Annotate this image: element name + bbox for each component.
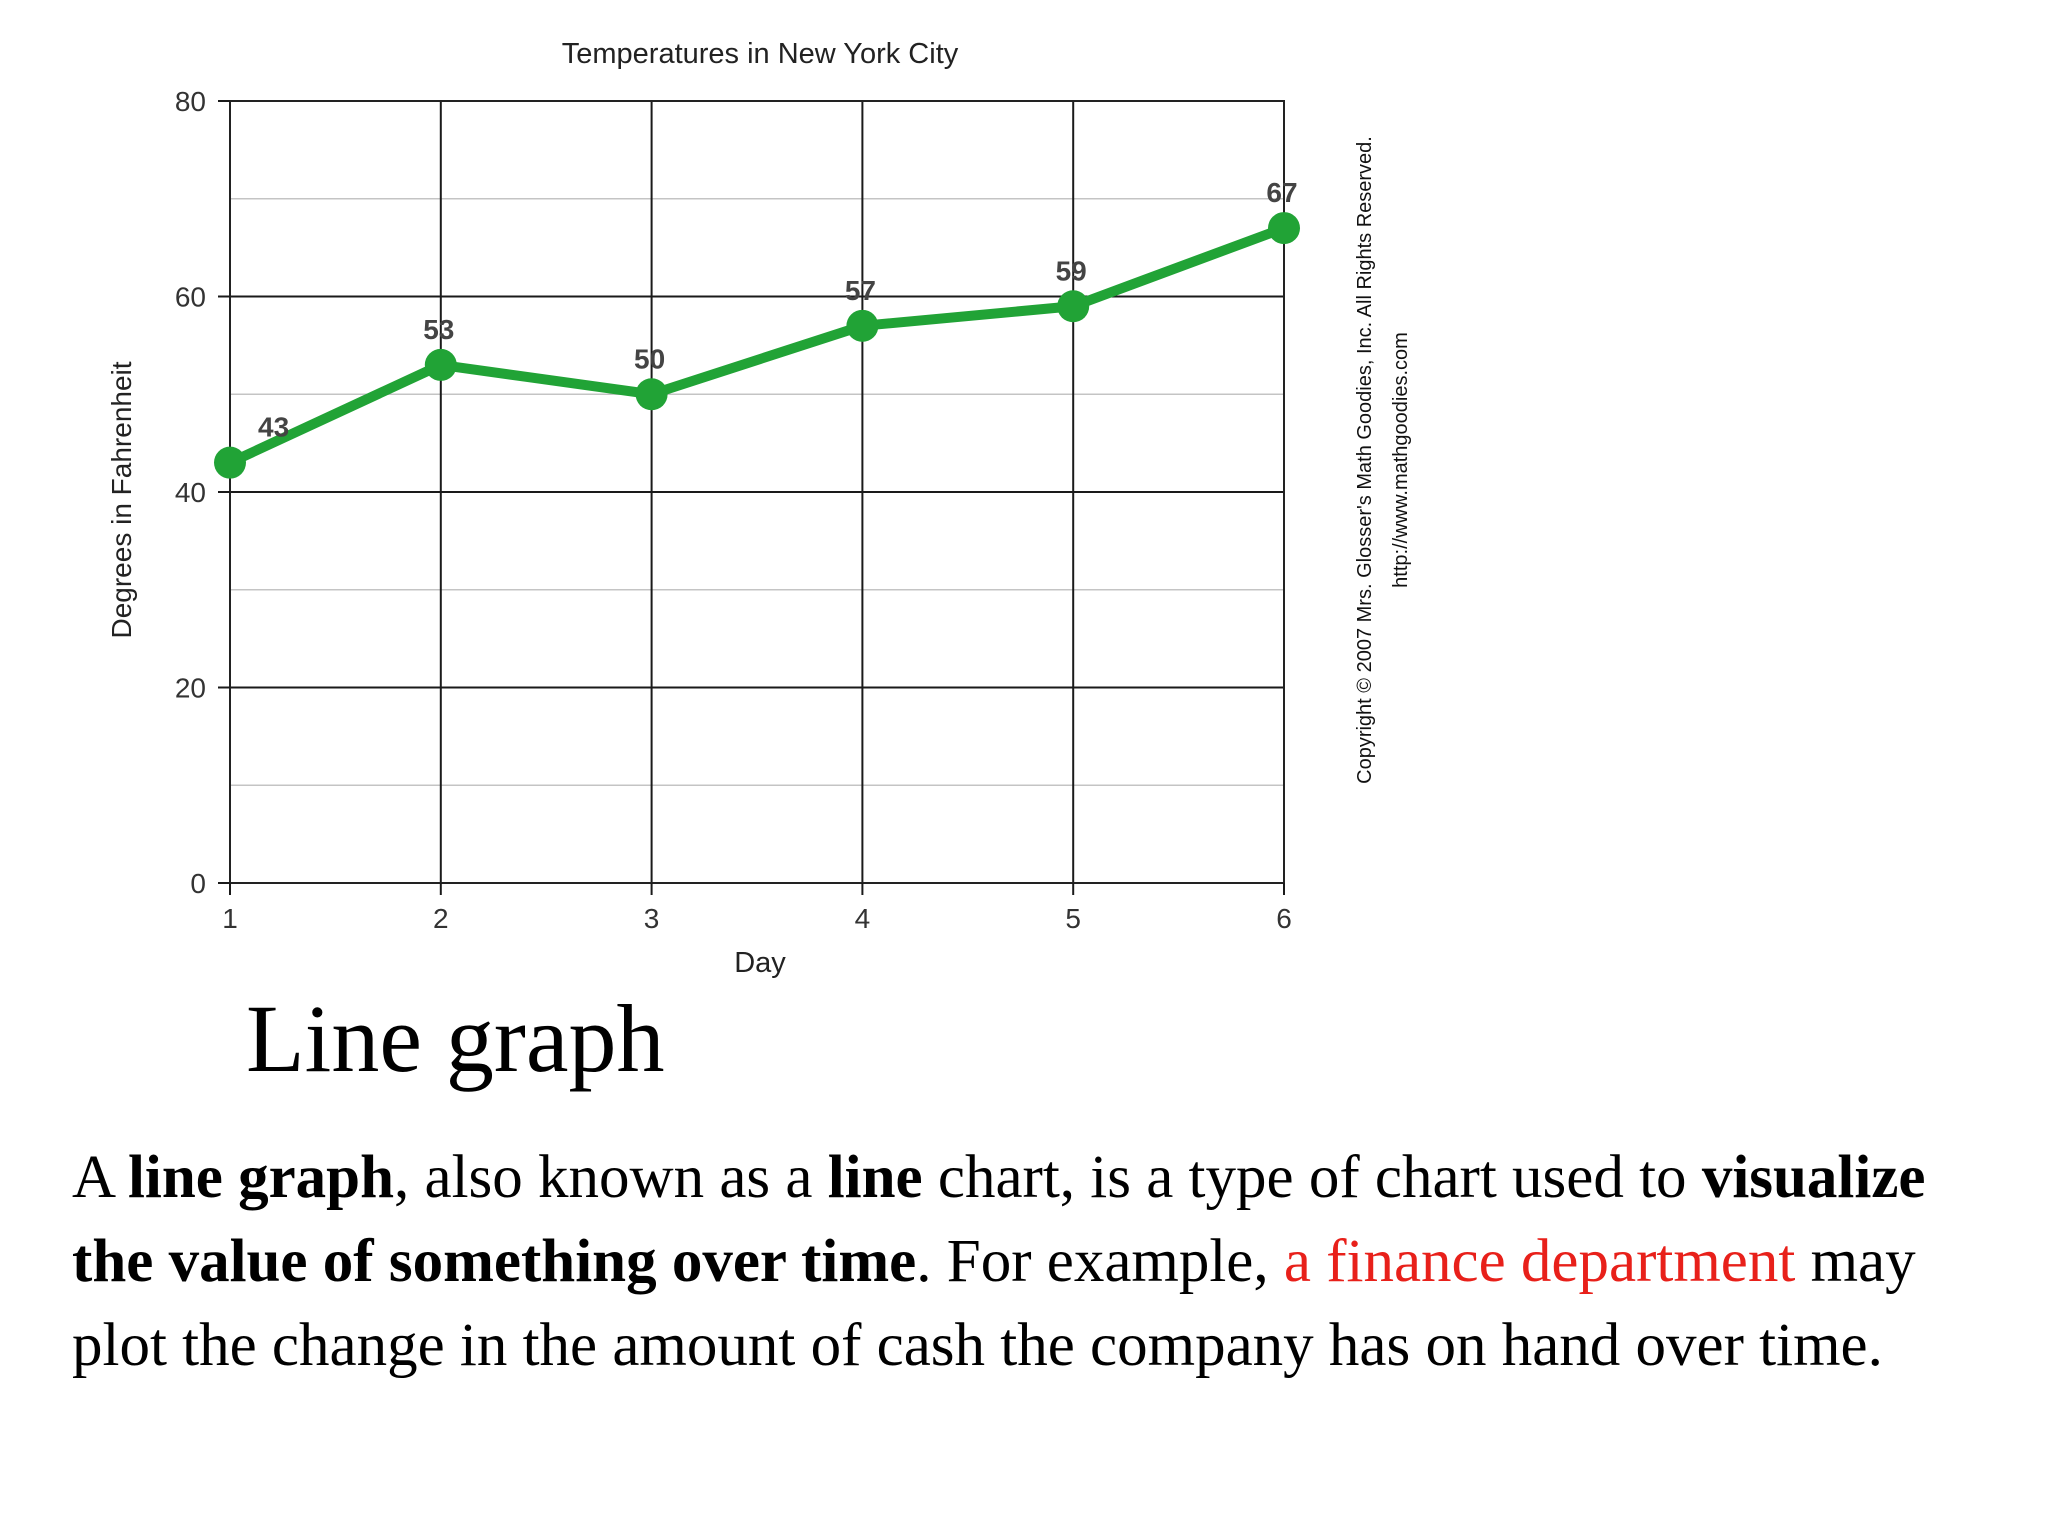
y-tick-label-0: 0 — [190, 868, 206, 899]
chart-title: Temperatures in New York City — [562, 38, 959, 70]
data-label-2: 53 — [423, 314, 454, 345]
data-point-2 — [424, 348, 457, 381]
body-bold-line: line — [827, 1144, 923, 1211]
data-point-4 — [846, 309, 879, 342]
x-tick-label-3: 3 — [644, 903, 660, 934]
body-highlight-finance: a finance department — [1283, 1228, 1796, 1295]
slide-heading: Line graph — [246, 985, 665, 1092]
x-tick-label-4: 4 — [855, 903, 871, 934]
line-chart: 0 20 40 60 80 1 2 3 4 5 6 43 53 50 57 59 67 Temperatur… — [106, 38, 1300, 979]
body-text-1: A — [72, 1144, 128, 1211]
body-text-4: . For example, — [916, 1228, 1284, 1295]
data-label-1: 43 — [258, 412, 289, 443]
y-axis: 0 20 40 60 80 — [175, 86, 230, 899]
data-point-3 — [635, 378, 668, 411]
body-text-3: chart, is a type of chart used to — [922, 1144, 1702, 1211]
copyright-text: Copyright © 2007 Mrs. Glosser's Math Goo… — [1354, 136, 1376, 784]
data-label-3: 50 — [634, 343, 665, 374]
x-tick-label-5: 5 — [1065, 903, 1081, 934]
y-tick-label-20: 20 — [175, 673, 206, 704]
data-label-4: 57 — [845, 275, 876, 306]
x-tick-label-2: 2 — [433, 903, 449, 934]
y-tick-label-40: 40 — [175, 477, 206, 508]
y-axis-label: Degrees in Fahrenheit — [106, 361, 137, 638]
copyright-url: http://www.mathgoodies.com — [1390, 332, 1412, 588]
y-tick-label-80: 80 — [175, 86, 206, 117]
body-bold-visualize: visualize the value of something over ti… — [72, 1144, 1926, 1295]
x-tick-label-6: 6 — [1276, 903, 1292, 934]
x-axis-label: Day — [734, 947, 786, 979]
body-text-5: may plot the change in the amount of cas… — [72, 1228, 1916, 1379]
copyright-notice: Copyright © 2007 Mrs. Glosser's Math Goo… — [1347, 60, 1419, 860]
y-tick-label-60: 60 — [175, 282, 206, 313]
data-point-1 — [214, 446, 246, 479]
x-tick-label-1: 1 — [222, 903, 238, 934]
body-text-2: , also known as a — [394, 1144, 828, 1211]
minor-gridlines — [230, 198, 1284, 786]
data-label-5: 59 — [1056, 255, 1087, 286]
series-line-0 — [225, 223, 1289, 468]
series-layer: 43 53 50 57 59 67 — [214, 177, 1300, 479]
body-bold-line-graph: line graph — [127, 1144, 395, 1211]
data-point-5 — [1057, 290, 1090, 323]
x-axis: 1 2 3 4 5 6 — [222, 883, 1292, 934]
major-gridlines — [229, 100, 1285, 884]
data-label-6: 67 — [1266, 177, 1297, 208]
slide-body: A line graph, also known as a line chart… — [72, 1136, 2012, 1388]
data-point-6 — [1268, 212, 1300, 245]
